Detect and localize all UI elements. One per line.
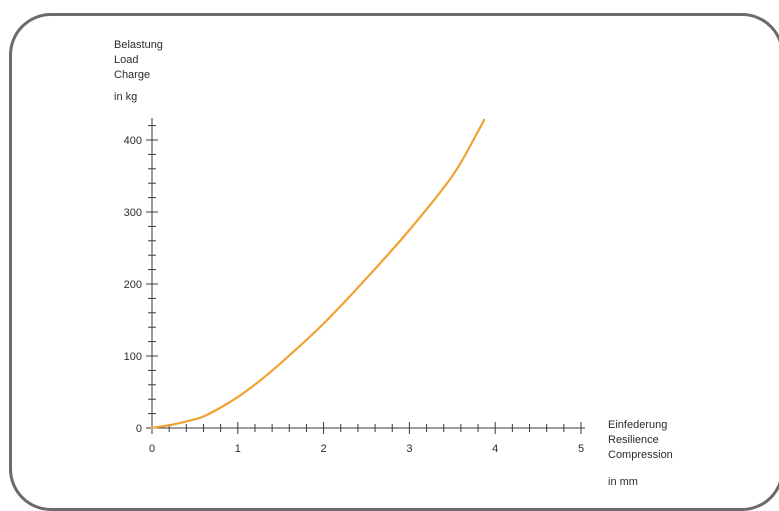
- series-line: [150, 118, 486, 430]
- x-axis-label: Einfederung Resilience Compression in mm: [608, 419, 673, 488]
- x-axis-label-line-1: Einfederung: [608, 419, 667, 431]
- y-axis-label-line-3: Charge: [114, 69, 150, 81]
- x-tick-label: 5: [578, 443, 584, 455]
- y-tick-label: 300: [124, 207, 142, 219]
- y-axis-unit: in kg: [114, 91, 137, 103]
- x-tick-label: 4: [492, 443, 498, 455]
- y-tick-label: 200: [124, 279, 142, 291]
- x-tick-label: 3: [406, 443, 412, 455]
- x-tick-label: 2: [321, 443, 327, 455]
- x-tick-label: 1: [235, 443, 241, 455]
- x-axis-label-line-3: Compression: [608, 449, 673, 461]
- y-axis-label-line-2: Load: [114, 54, 138, 66]
- x-axis-label-line-2: Resilience: [608, 434, 659, 446]
- x-tick-label: 0: [149, 443, 155, 455]
- y-axis-label-line-1: Belastung: [114, 39, 163, 51]
- y-tick-label: 400: [124, 135, 142, 147]
- y-axis-label: Belastung Load Charge in kg: [114, 39, 163, 103]
- y-tick-label: 100: [124, 351, 142, 363]
- y-tick-label: 0: [136, 423, 142, 435]
- x-axis-unit: in mm: [608, 476, 638, 488]
